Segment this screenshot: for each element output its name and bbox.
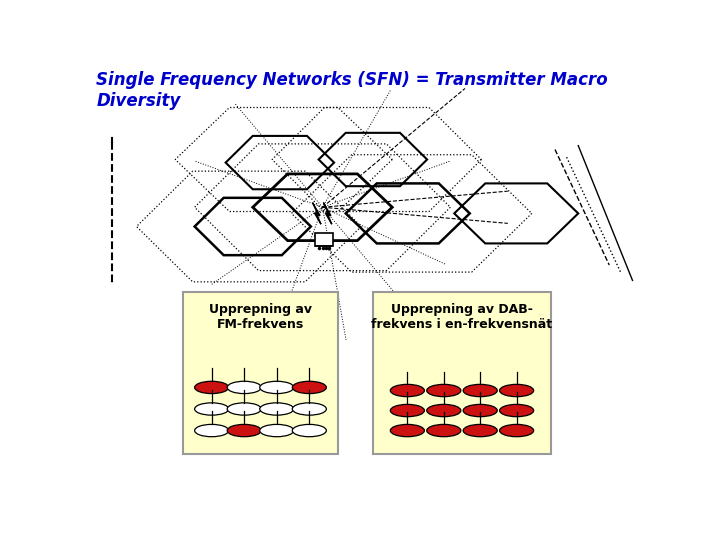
Ellipse shape xyxy=(427,424,461,437)
Polygon shape xyxy=(323,202,332,224)
Polygon shape xyxy=(312,202,321,224)
Ellipse shape xyxy=(500,424,534,437)
Ellipse shape xyxy=(500,384,534,397)
Ellipse shape xyxy=(390,424,424,437)
FancyBboxPatch shape xyxy=(315,233,333,246)
Ellipse shape xyxy=(292,381,326,394)
Ellipse shape xyxy=(292,403,326,415)
Ellipse shape xyxy=(390,404,424,417)
Text: Single Frequency Networks (SFN) = Transmitter Macro
Diversity: Single Frequency Networks (SFN) = Transm… xyxy=(96,71,608,110)
Ellipse shape xyxy=(228,403,261,415)
Text: Upprepning av
FM-frekvens: Upprepning av FM-frekvens xyxy=(209,303,312,332)
Ellipse shape xyxy=(194,403,229,415)
Ellipse shape xyxy=(500,404,534,417)
Ellipse shape xyxy=(194,424,229,437)
Ellipse shape xyxy=(292,424,326,437)
Ellipse shape xyxy=(194,381,229,394)
FancyBboxPatch shape xyxy=(373,292,551,454)
Ellipse shape xyxy=(427,404,461,417)
Ellipse shape xyxy=(427,384,461,397)
Text: Upprepning av DAB-
frekvens i en-frekvensnät: Upprepning av DAB- frekvens i en-frekven… xyxy=(372,303,552,332)
Ellipse shape xyxy=(260,381,294,394)
Ellipse shape xyxy=(228,424,261,437)
Ellipse shape xyxy=(228,381,261,394)
Ellipse shape xyxy=(260,403,294,415)
Ellipse shape xyxy=(260,424,294,437)
Ellipse shape xyxy=(463,384,498,397)
Ellipse shape xyxy=(390,384,424,397)
Ellipse shape xyxy=(463,404,498,417)
Ellipse shape xyxy=(463,424,498,437)
FancyBboxPatch shape xyxy=(183,292,338,454)
